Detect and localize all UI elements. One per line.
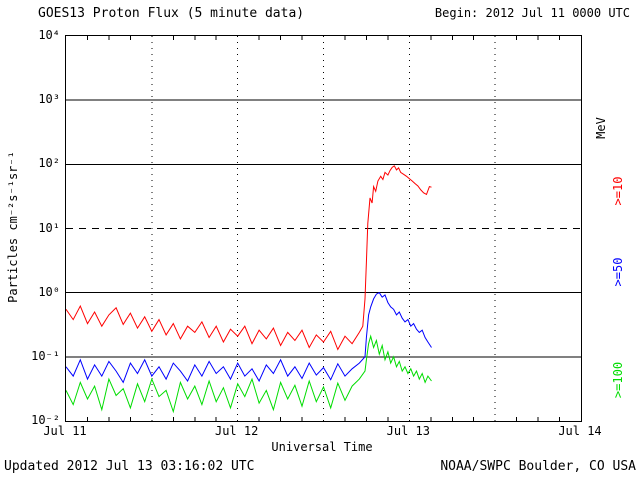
y-axis-title: Particles cm⁻²s⁻¹sr⁻¹ <box>6 151 20 303</box>
x-tick-label: Jul 13 <box>386 424 430 438</box>
y-tick-label: 10⁰ <box>38 284 60 299</box>
series--100-mev <box>66 334 432 414</box>
y-tick-label: 10⁻² <box>31 413 60 427</box>
right-label-mev: MeV <box>594 117 608 139</box>
plot-area <box>65 35 582 422</box>
right-label-100: >=100 <box>611 361 625 399</box>
credit-label: NOAA/SWPC Boulder, CO USA <box>440 459 636 474</box>
series--10-mev <box>66 165 432 351</box>
begin-time-label: Begin: 2012 Jul 11 0000 UTC <box>434 6 630 20</box>
x-tick-label: Jul 11 <box>43 424 87 438</box>
chart-title: GOES13 Proton Flux (5 minute data) <box>38 6 305 21</box>
y-tick-label: 10² <box>38 156 60 171</box>
y-tick-label: 10⁻¹ <box>31 348 60 363</box>
series--50-mev <box>66 292 432 384</box>
y-tick-label: 10⁴ <box>38 28 60 42</box>
x-axis-title: Universal Time <box>271 440 373 454</box>
x-tick-label: Jul 14 <box>558 424 602 438</box>
right-label-50: >=50 <box>611 257 625 287</box>
right-label-10: >=10 <box>611 176 625 206</box>
plot-svg <box>66 36 581 421</box>
y-tick-label: 10¹ <box>38 220 60 235</box>
updated-label: Updated 2012 Jul 13 03:16:02 UTC <box>4 459 255 474</box>
x-tick-label: Jul 12 <box>214 424 259 438</box>
y-tick-label: 10³ <box>38 92 60 107</box>
